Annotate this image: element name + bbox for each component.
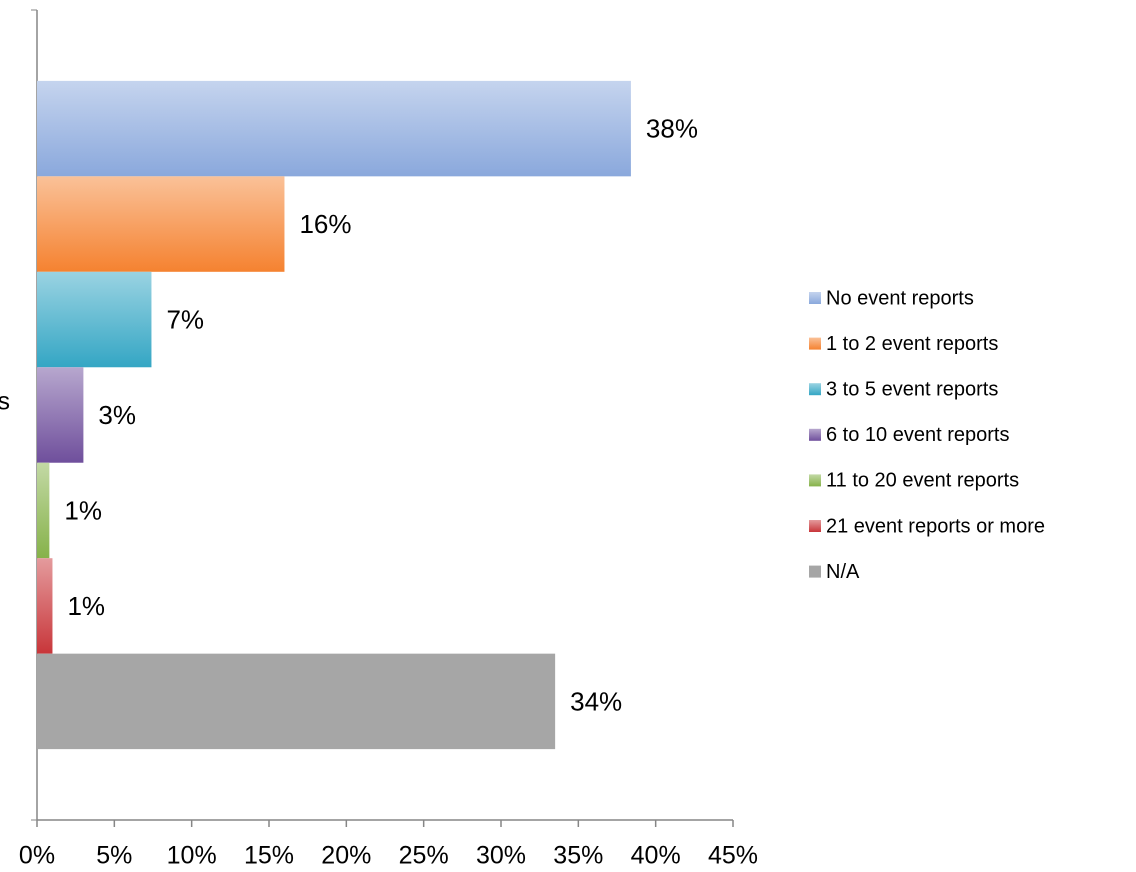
x-tick-label: 30% [476,842,526,870]
legend-swatch [809,565,821,578]
data-label: 7% [166,304,204,334]
legend-swatch [809,474,821,487]
x-tick-label: 45% [708,842,758,870]
legend-label: 11 to 20 event reports [826,470,1019,492]
legend-swatch [809,428,821,441]
legend-swatch [809,337,821,350]
legend-swatch [809,383,821,396]
x-tick-label: 25% [399,842,449,870]
x-tick-label: 0% [19,842,55,870]
legend-swatch [809,520,821,532]
x-tick-label: 40% [631,842,681,870]
legend-label: 6 to 10 event reports [826,424,1009,446]
y-tick-label: s [0,388,10,416]
legend-label: N/A [826,561,860,583]
legend-swatch [809,292,821,304]
bar [37,558,53,654]
legend-label: 21 event reports or more [826,515,1045,537]
bar [37,176,285,272]
bar [37,271,152,368]
data-label: 1% [64,495,102,525]
x-tick-label: 10% [167,842,217,870]
data-label: 34% [570,686,622,716]
bar [37,80,631,177]
x-tick-label: 35% [553,842,603,870]
bar [37,367,84,463]
data-label: 3% [98,400,136,430]
bar [37,653,556,750]
bar [37,462,50,559]
legend-label: 3 to 5 event reports [826,378,998,400]
x-tick-label: 15% [244,842,294,870]
legend-label: 1 to 2 event reports [826,333,998,355]
x-tick-label: 20% [321,842,371,870]
data-label: 16% [299,209,351,239]
data-label: 1% [67,591,105,621]
legend-label: No event reports [826,287,974,309]
data-label: 38% [646,113,698,143]
x-tick-label: 5% [96,842,132,870]
